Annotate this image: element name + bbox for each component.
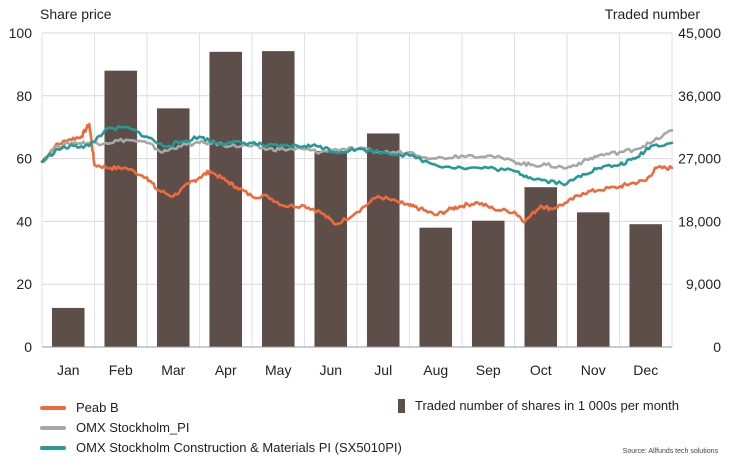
- x-tick-label: Mar: [161, 362, 185, 378]
- legend-item-sx5010: OMX Stockholm Construction & Materials P…: [40, 440, 402, 455]
- right-tick-label: 27,000: [678, 151, 721, 167]
- x-tick-label: Jan: [57, 362, 80, 378]
- x-tick-label: Nov: [581, 362, 606, 378]
- series-line-2: [40, 125, 674, 187]
- legend-swatch-peab: [40, 405, 66, 410]
- left-axis-title: Share price: [40, 6, 112, 22]
- left-tick-label: 60: [16, 151, 32, 167]
- legend-label-traded: Traded number of shares in 1 000s per mo…: [415, 398, 679, 413]
- right-tick-label: 45,000: [678, 25, 721, 41]
- x-tick-label: Aug: [423, 362, 448, 378]
- right-tick-label: 0: [713, 339, 721, 355]
- right-tick-label: 36,000: [678, 88, 721, 104]
- legend-swatch-traded: [398, 398, 405, 413]
- left-tick-label: 20: [16, 276, 32, 292]
- legend-item-traded: Traded number of shares in 1 000s per mo…: [398, 398, 679, 413]
- bar-aug: [419, 227, 453, 347]
- x-tick-label: Dec: [633, 362, 658, 378]
- bar-apr: [209, 51, 243, 348]
- right-tick-label: 9,000: [686, 276, 721, 292]
- legend-label-sx5010: OMX Stockholm Construction & Materials P…: [76, 440, 402, 455]
- legend-label-omx: OMX Stockholm_PI: [76, 420, 190, 435]
- bar-jan: [51, 307, 85, 347]
- bar-sep: [471, 220, 505, 347]
- bar-jul: [366, 133, 400, 347]
- bar-may: [261, 51, 295, 348]
- x-tick-label: Jul: [374, 362, 392, 378]
- left-tick-label: 40: [16, 213, 32, 229]
- left-tick-label: 80: [16, 88, 32, 104]
- source-note: Source: Allfunds tech solutions: [622, 448, 718, 455]
- series-line-1: [40, 129, 674, 170]
- legend-swatch-sx5010: [40, 445, 66, 450]
- x-tick-label: Jun: [319, 362, 342, 378]
- bar-nov: [576, 212, 610, 347]
- axes: 0 20 40 60 80 100 0 9,000 18,000 27,000 36,000 45,0…: [9, 25, 722, 378]
- gridlines: [41, 32, 673, 347]
- legend-swatch-omx: [40, 425, 66, 430]
- bar-dec: [629, 224, 663, 347]
- legend-item-omx: OMX Stockholm_PI: [40, 420, 189, 435]
- bars: [51, 51, 663, 348]
- legend-label-peab: Peab B: [76, 400, 119, 415]
- x-tick-label: Feb: [109, 362, 133, 378]
- bar-feb: [104, 70, 138, 348]
- x-tick-label: Oct: [530, 362, 552, 378]
- lines: [40, 122, 674, 226]
- x-tick-label: Sep: [476, 362, 501, 378]
- left-tick-label: 100: [9, 25, 33, 41]
- series-line-0: [40, 122, 674, 226]
- x-tick-label: May: [265, 362, 291, 378]
- right-axis-title: Traded number: [604, 6, 700, 22]
- left-tick-label: 0: [24, 339, 32, 355]
- right-tick-label: 18,000: [678, 213, 721, 229]
- bar-oct: [524, 187, 558, 347]
- bar-jun: [314, 150, 348, 347]
- legend-item-peab: Peab B: [40, 400, 119, 415]
- x-tick-label: Apr: [215, 362, 237, 378]
